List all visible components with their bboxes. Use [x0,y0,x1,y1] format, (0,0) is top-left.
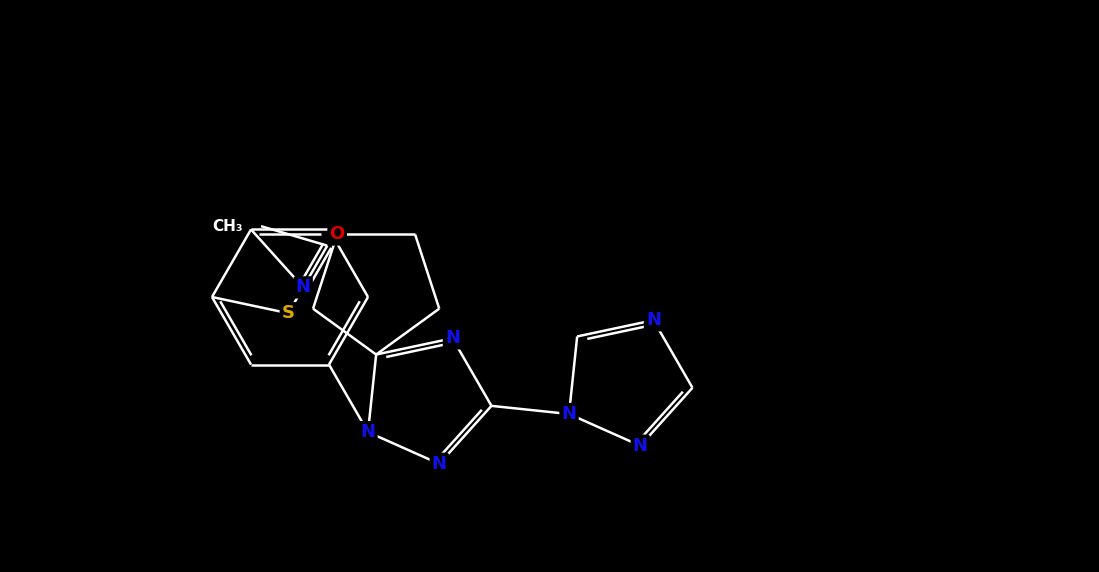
Text: CH₃: CH₃ [212,219,243,234]
Text: N: N [633,437,647,455]
Text: O: O [330,225,345,244]
Text: N: N [562,405,577,423]
Text: N: N [646,311,660,329]
Text: N: N [445,329,460,347]
Text: N: N [360,423,376,441]
Text: N: N [296,279,311,296]
Text: N: N [432,455,447,473]
Text: S: S [281,304,295,322]
